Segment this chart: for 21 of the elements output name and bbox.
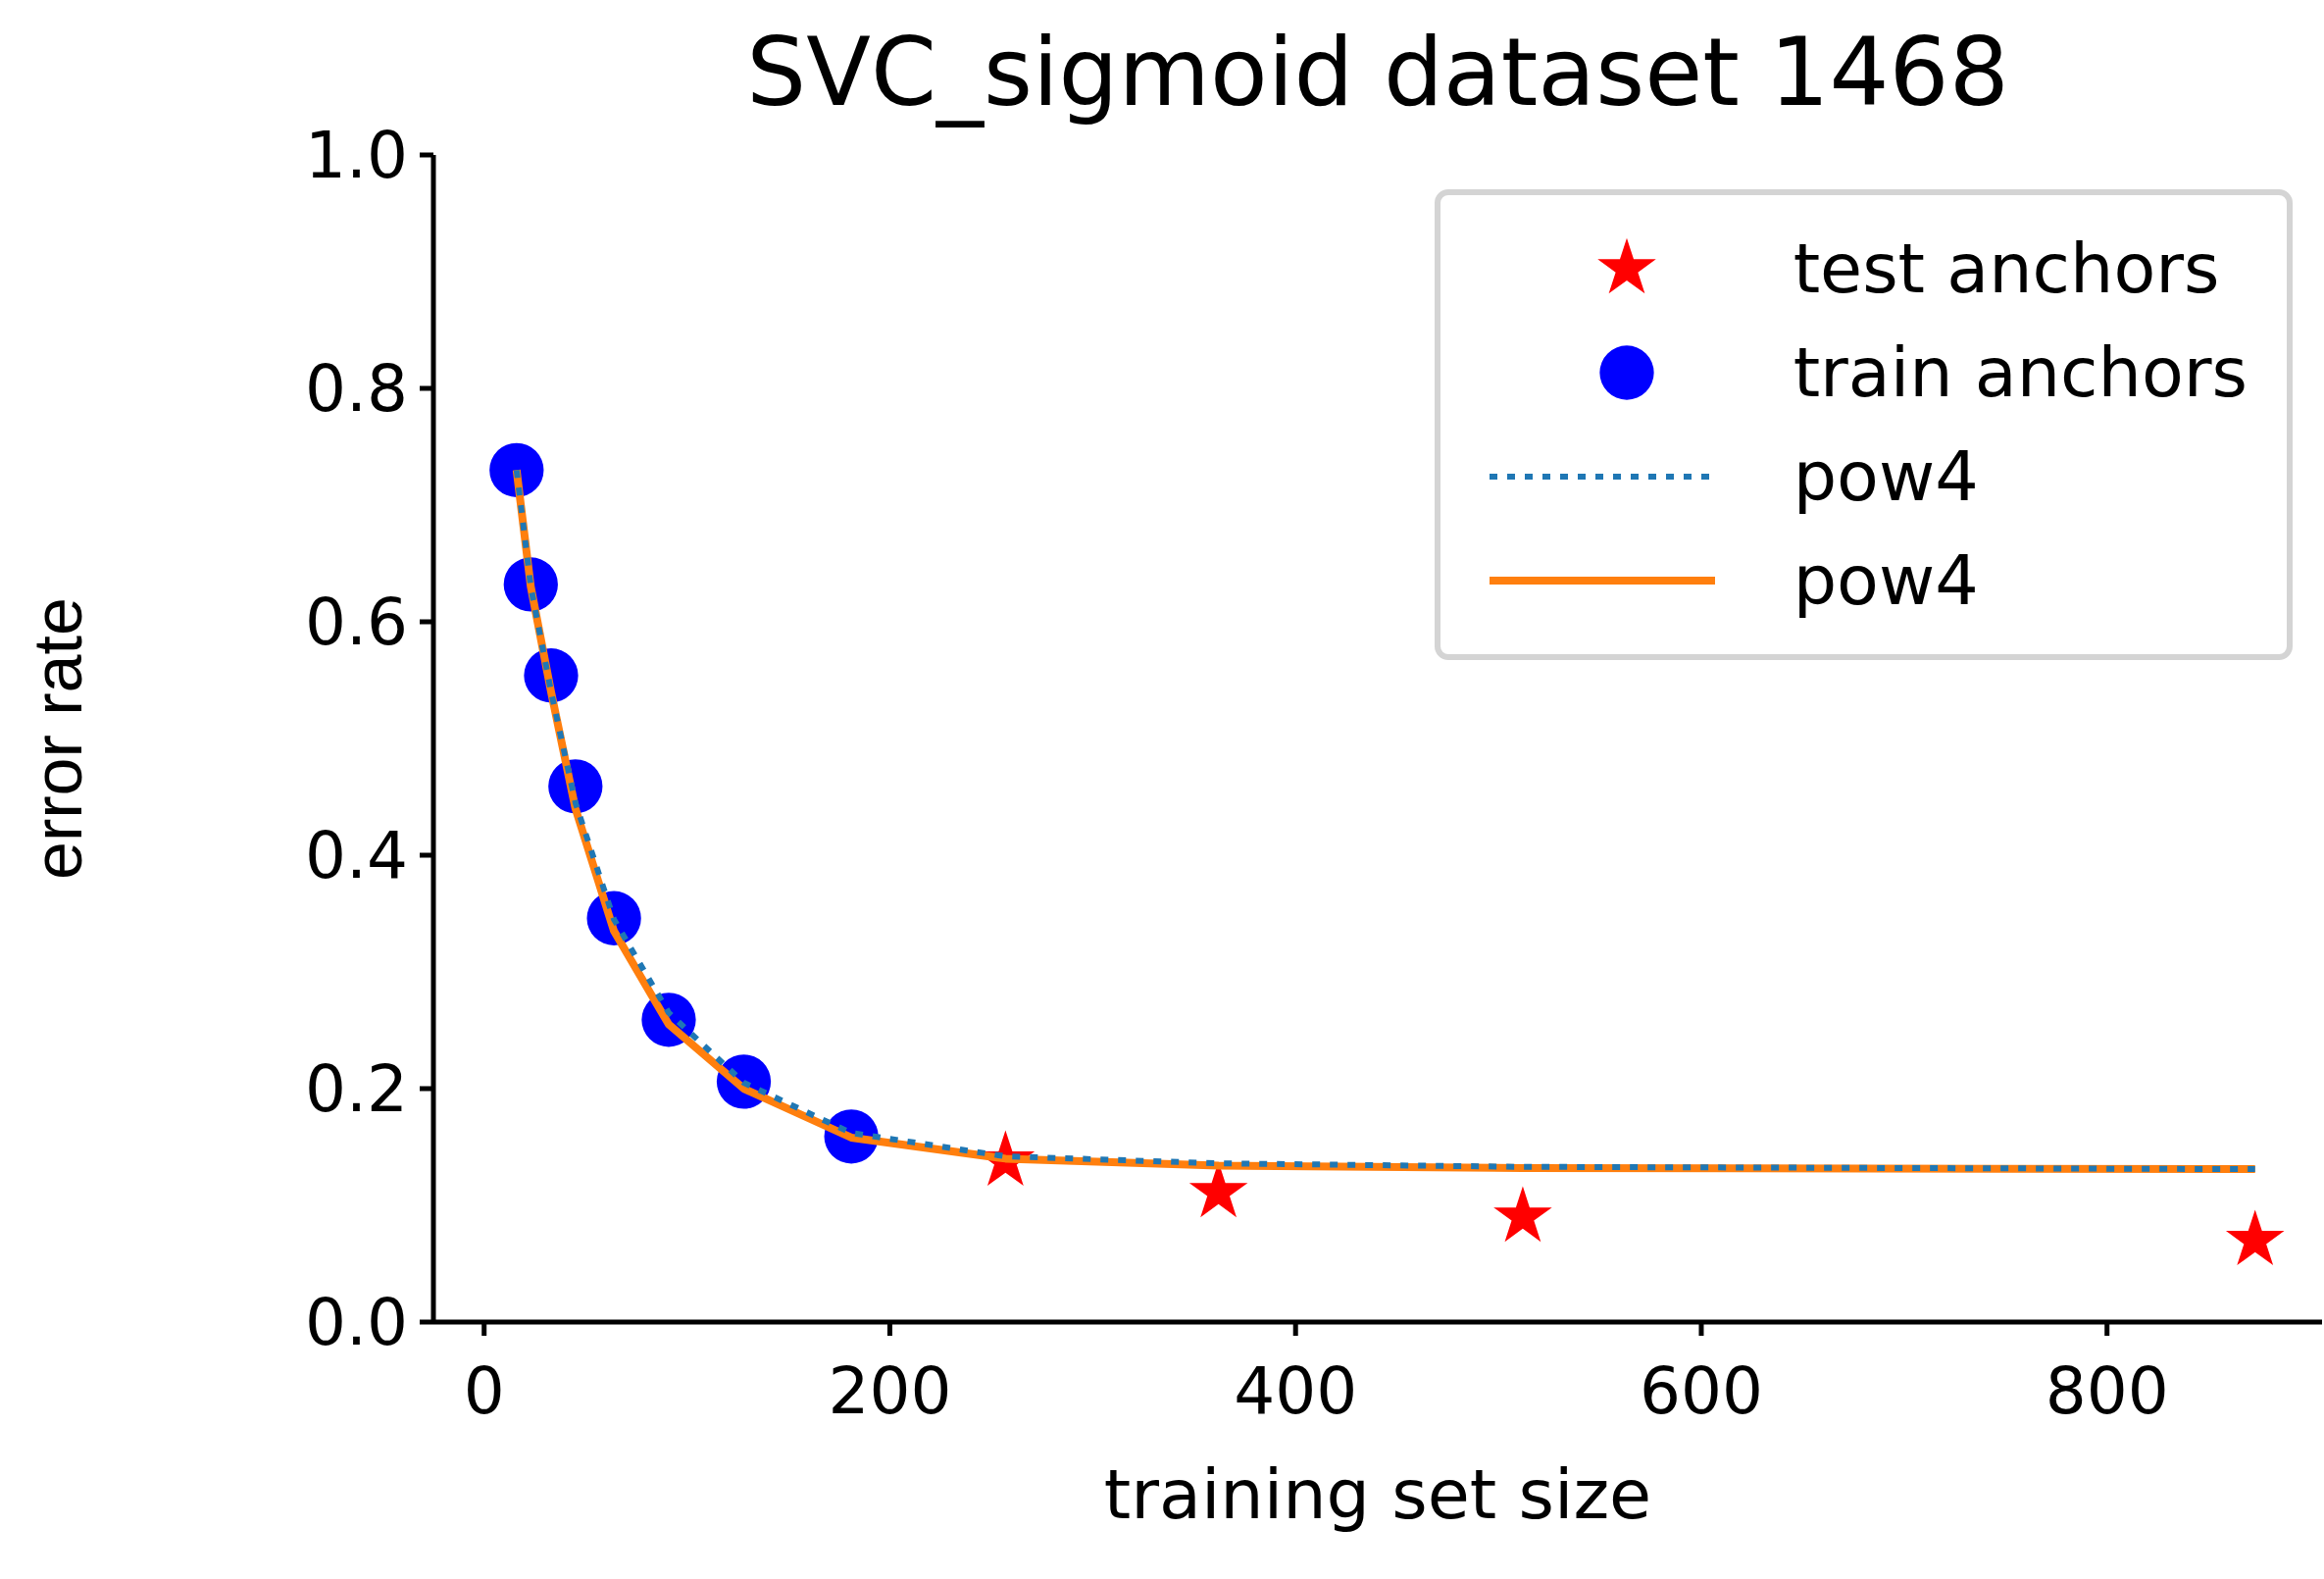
y-tick-label: 0.4 [305,818,408,894]
x-tick-label: 200 [828,1352,952,1429]
y-tick-label: 0.0 [305,1285,408,1361]
y-axis-title: error rate [19,597,96,880]
x-axis-title: training set size [1103,1454,1652,1535]
point [489,442,544,497]
legend-label: pow4 [1793,540,1979,621]
x-tick-label: 800 [2045,1352,2169,1429]
y-tick-label: 0.2 [305,1051,408,1128]
x-tick-label: 600 [1639,1352,1763,1429]
y-tick-label: 0.6 [305,585,408,661]
point [2225,1209,2285,1266]
point [1493,1186,1552,1243]
legend-label: train anchors [1793,332,2248,413]
y-tick-label: 1.0 [305,118,408,194]
x-tick-label: 0 [463,1352,505,1429]
legend-label: pow4 [1793,436,1979,517]
y-tick-label: 0.8 [305,351,408,428]
legend-label: test anchors [1793,229,2220,309]
x-tick-label: 400 [1234,1352,1358,1429]
chart-title: SVC_sigmoid dataset 1468 [745,18,2010,127]
